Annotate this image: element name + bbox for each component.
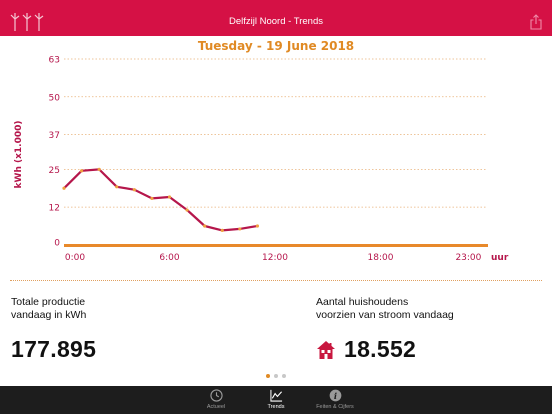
page-dot[interactable] xyxy=(266,374,270,378)
y-tick-label: 25 xyxy=(49,166,60,176)
data-point xyxy=(238,227,242,231)
y-tick-label: 12 xyxy=(49,204,60,214)
data-point xyxy=(203,224,207,228)
x-tick-label: 0:00 xyxy=(65,253,85,263)
tab-label: Actueel xyxy=(206,404,226,410)
x-tick-label: 12:00 xyxy=(262,253,288,263)
y-tick-label: 0 xyxy=(54,239,60,249)
tab-actueel[interactable]: Actueel xyxy=(181,386,251,414)
total-production-label: Totale productie vandaag in kWh xyxy=(11,296,87,321)
households-value: 18.552 xyxy=(344,336,417,362)
x-axis-baseline xyxy=(64,244,488,247)
total-production-value: 177.895 xyxy=(11,336,97,362)
share-icon[interactable] xyxy=(530,14,542,30)
clock-icon xyxy=(209,389,223,402)
tab-feiten-cijfers[interactable]: i Feiten & Cijfers xyxy=(300,386,370,414)
data-point xyxy=(185,208,189,212)
page-dot[interactable] xyxy=(274,374,278,378)
data-point xyxy=(62,186,66,190)
series-line xyxy=(63,168,258,232)
divider xyxy=(10,280,542,281)
x-tick-label: 6:00 xyxy=(159,253,179,263)
tab-bar: Actueel Trends i Feiten & Cijfers xyxy=(0,386,552,414)
tab-label: Trends xyxy=(267,404,285,410)
y-tick-label: 63 xyxy=(49,56,60,66)
tab-label: Feiten & Cijfers xyxy=(316,404,354,410)
y-axis-label: kWh (x1.000) xyxy=(14,121,24,189)
navigation-bar: Delfzijl Noord - Trends xyxy=(0,0,552,36)
data-point xyxy=(79,169,84,173)
y-tick-label: 50 xyxy=(49,93,61,103)
chart-date-title: Tuesday - 19 June 2018 xyxy=(197,39,355,53)
tab-trends[interactable]: Trends xyxy=(241,386,311,414)
wind-turbines-icon xyxy=(10,13,44,31)
data-point xyxy=(115,185,119,189)
x-tick-label: 23:00 xyxy=(455,253,481,263)
trend-chart-icon xyxy=(269,389,282,402)
page-dot[interactable] xyxy=(282,374,286,378)
y-tick-label: 37 xyxy=(49,131,60,141)
x-axis-label: uur xyxy=(491,253,509,263)
info-icon: i xyxy=(329,389,341,402)
house-icon xyxy=(317,340,335,359)
data-point xyxy=(167,195,172,199)
page-indicator[interactable] xyxy=(0,374,552,378)
x-tick-label: 18:00 xyxy=(368,253,394,263)
trend-chart: 0 12 25 37 50 63 0:00 6:00 12:00 18:00 23:00 uur kWh… xyxy=(14,56,509,264)
page-title: Delfzijl Noord - Trends xyxy=(229,16,323,27)
data-point xyxy=(255,224,260,228)
households-label: Aantal huishoudens voorzien van stroom v… xyxy=(316,296,454,321)
households-stat: Aantal huishoudens voorzien van stroom v… xyxy=(316,296,454,363)
data-point xyxy=(150,196,154,201)
data-point xyxy=(132,188,136,192)
svg-text:i: i xyxy=(333,391,336,401)
data-point xyxy=(220,228,224,232)
total-production-stat: Totale productie vandaag in kWh 177.895 xyxy=(11,296,96,363)
data-point xyxy=(97,167,101,171)
